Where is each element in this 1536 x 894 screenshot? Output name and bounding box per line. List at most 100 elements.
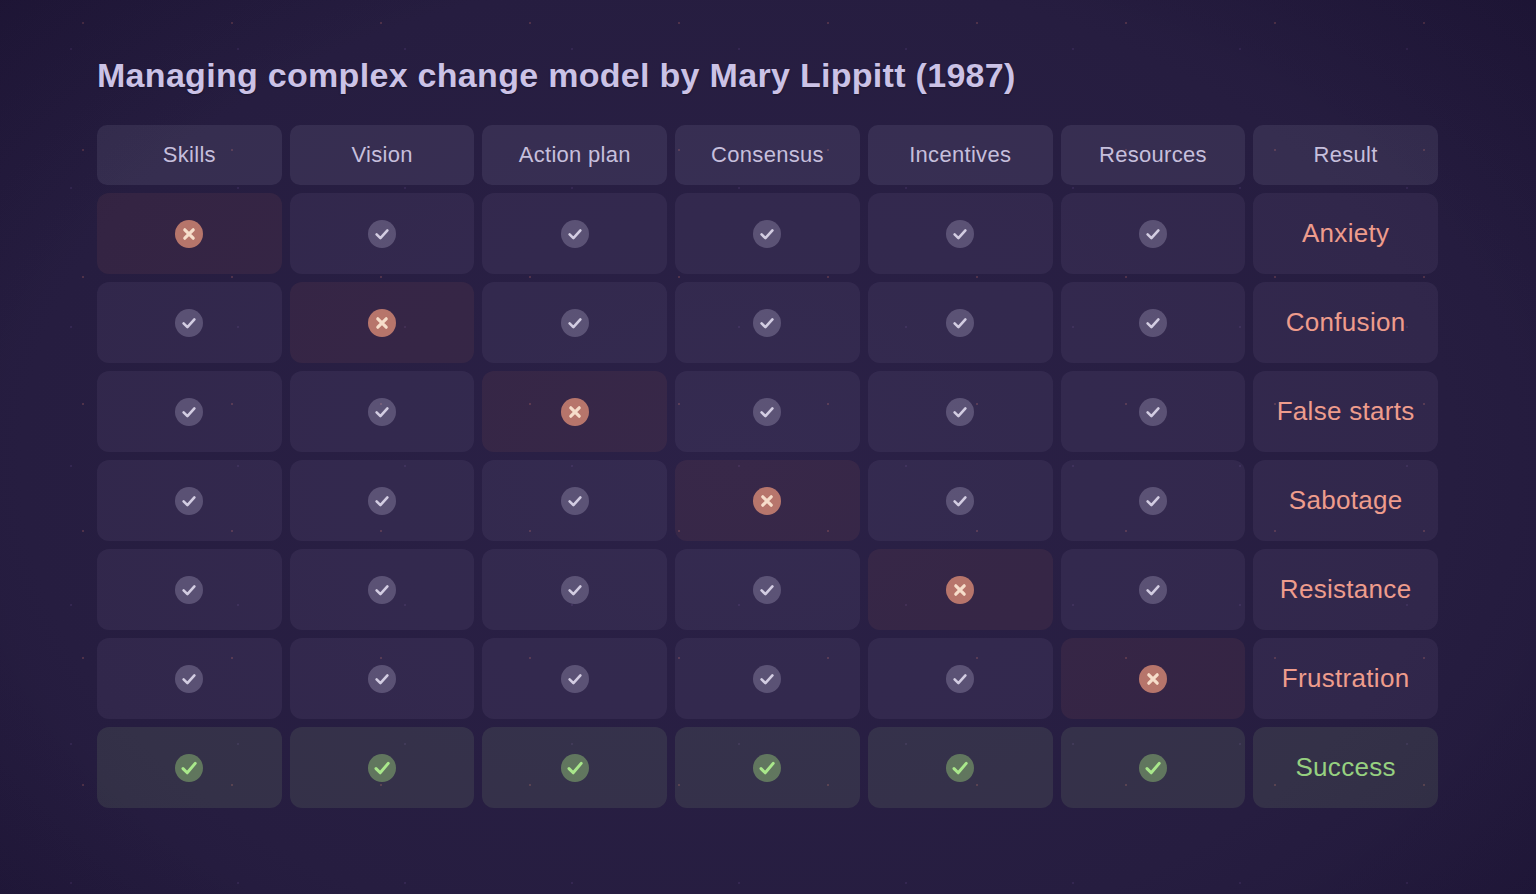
matrix-cell-incentives-sabotage [868,460,1053,541]
matrix-cell-skills-resistance [97,549,282,630]
success-check-icon [753,754,781,782]
result-cell-sabotage: Sabotage [1253,460,1438,541]
check-icon [753,665,781,693]
matrix-cell-resources-false-starts [1061,371,1246,452]
matrix-cell-incentives-false-starts [868,371,1053,452]
matrix-cell-consensus-sabotage [675,460,860,541]
change-matrix: SkillsVisionAction planConsensusIncentiv… [97,125,1438,808]
result-cell-frustration: Frustration [1253,638,1438,719]
matrix-cell-action-plan-sabotage [482,460,667,541]
matrix-cell-incentives-success [868,727,1053,808]
matrix-cell-vision-sabotage [290,460,475,541]
matrix-cell-skills-sabotage [97,460,282,541]
matrix-cell-vision-false-starts [290,371,475,452]
check-icon [368,665,396,693]
result-cell-false-starts: False starts [1253,371,1438,452]
matrix-cell-vision-resistance [290,549,475,630]
check-icon [946,220,974,248]
check-icon [561,665,589,693]
change-model-infographic: Managing complex change model by Mary Li… [0,0,1536,894]
check-icon [561,309,589,337]
matrix-cell-skills-false-starts [97,371,282,452]
check-icon [368,576,396,604]
check-icon [946,665,974,693]
matrix-cell-skills-confusion [97,282,282,363]
matrix-cell-resources-resistance [1061,549,1246,630]
check-icon [753,576,781,604]
result-cell-resistance: Resistance [1253,549,1438,630]
matrix-cell-incentives-anxiety [868,193,1053,274]
matrix-cell-resources-sabotage [1061,460,1246,541]
check-icon [1139,220,1167,248]
matrix-cell-action-plan-success [482,727,667,808]
success-check-icon [946,754,974,782]
check-icon [753,220,781,248]
check-icon [175,309,203,337]
matrix-cell-resources-success [1061,727,1246,808]
matrix-cell-vision-success [290,727,475,808]
matrix-cell-skills-success [97,727,282,808]
check-icon [368,220,396,248]
matrix-cell-vision-confusion [290,282,475,363]
column-header-vision: Vision [290,125,475,185]
cross-icon [368,309,396,337]
check-icon [946,398,974,426]
check-icon [368,487,396,515]
result-cell-anxiety: Anxiety [1253,193,1438,274]
check-icon [946,487,974,515]
matrix-cell-resources-anxiety [1061,193,1246,274]
matrix-cell-incentives-confusion [868,282,1053,363]
cross-icon [753,487,781,515]
column-header-incentives: Incentives [868,125,1053,185]
matrix-cell-resources-confusion [1061,282,1246,363]
cross-icon [946,576,974,604]
column-header-consensus: Consensus [675,125,860,185]
matrix-cell-vision-anxiety [290,193,475,274]
success-check-icon [175,754,203,782]
matrix-cell-skills-anxiety [97,193,282,274]
check-icon [1139,309,1167,337]
matrix-cell-action-plan-anxiety [482,193,667,274]
matrix-cell-consensus-false-starts [675,371,860,452]
cross-icon [175,220,203,248]
matrix-cell-skills-frustration [97,638,282,719]
matrix-cell-action-plan-frustration [482,638,667,719]
check-icon [1139,398,1167,426]
check-icon [175,665,203,693]
check-icon [1139,576,1167,604]
check-icon [368,398,396,426]
matrix-cell-consensus-resistance [675,549,860,630]
column-header-resources: Resources [1061,125,1246,185]
check-icon [175,487,203,515]
cross-icon [1139,665,1167,693]
matrix-cell-resources-frustration [1061,638,1246,719]
matrix-cell-consensus-frustration [675,638,860,719]
column-header-action-plan: Action plan [482,125,667,185]
check-icon [753,398,781,426]
check-icon [175,576,203,604]
success-check-icon [368,754,396,782]
result-cell-confusion: Confusion [1253,282,1438,363]
success-check-icon [561,754,589,782]
column-header-skills: Skills [97,125,282,185]
matrix-cell-consensus-success [675,727,860,808]
check-icon [561,487,589,515]
matrix-cell-incentives-resistance [868,549,1053,630]
check-icon [1139,487,1167,515]
check-icon [561,576,589,604]
column-header-result: Result [1253,125,1438,185]
matrix-cell-vision-frustration [290,638,475,719]
check-icon [946,309,974,337]
page-title: Managing complex change model by Mary Li… [97,56,1439,95]
result-cell-success: Success [1253,727,1438,808]
cross-icon [561,398,589,426]
matrix-cell-action-plan-resistance [482,549,667,630]
check-icon [175,398,203,426]
matrix-cell-action-plan-false-starts [482,371,667,452]
success-check-icon [1139,754,1167,782]
matrix-cell-incentives-frustration [868,638,1053,719]
matrix-cell-consensus-confusion [675,282,860,363]
matrix-cell-action-plan-confusion [482,282,667,363]
check-icon [561,220,589,248]
check-icon [753,309,781,337]
